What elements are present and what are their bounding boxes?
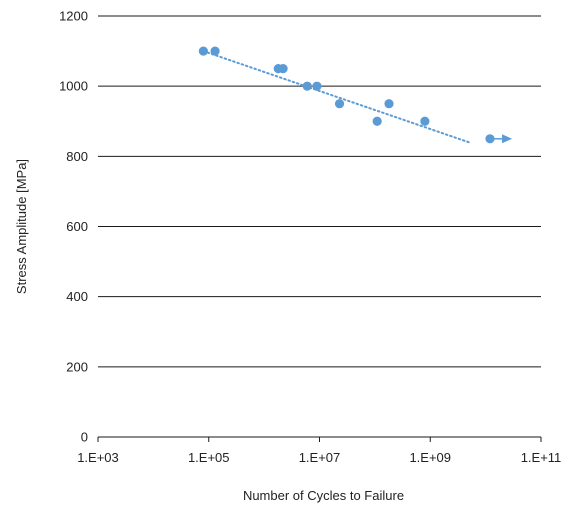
x-tick-label: 1.E+07	[299, 450, 341, 465]
y-tick-label: 400	[66, 289, 88, 304]
data-point	[420, 116, 430, 126]
trendline-group	[202, 50, 470, 144]
data-point	[384, 99, 394, 109]
axes	[97, 436, 542, 442]
data-points	[198, 46, 495, 144]
y-tick-label: 800	[66, 149, 88, 164]
y-axis-title: Stress Amplitude [MPa]	[14, 159, 29, 294]
runout-arrow-head	[502, 134, 513, 144]
data-point	[198, 46, 208, 56]
x-tick-labels: 1.E+03 1.E+05 1.E+07 1.E+09 1.E+11	[77, 450, 561, 465]
x-tick-label: 1.E+05	[188, 450, 230, 465]
y-tick-label: 1000	[59, 79, 88, 94]
x-tick-label: 1.E+09	[409, 450, 451, 465]
x-tick-label: 1.E+11	[521, 450, 562, 465]
y-tick-labels: 0 200 400 600 800 1000 1200	[59, 9, 88, 445]
data-point	[312, 81, 322, 91]
data-point	[334, 99, 345, 109]
x-tick-label: 1.E+03	[77, 450, 119, 465]
y-tick-label: 600	[66, 219, 88, 234]
y-tick-label: 1200	[59, 9, 88, 24]
x-axis-title: Number of Cycles to Failure	[243, 488, 404, 503]
gridlines	[98, 15, 541, 368]
y-tick-label: 0	[81, 430, 88, 445]
data-point	[278, 64, 288, 74]
data-point	[210, 46, 220, 56]
runout-group	[490, 134, 513, 144]
trendline	[202, 50, 470, 144]
data-point	[302, 81, 312, 91]
data-point	[372, 116, 382, 126]
y-tick-label: 200	[66, 359, 88, 374]
